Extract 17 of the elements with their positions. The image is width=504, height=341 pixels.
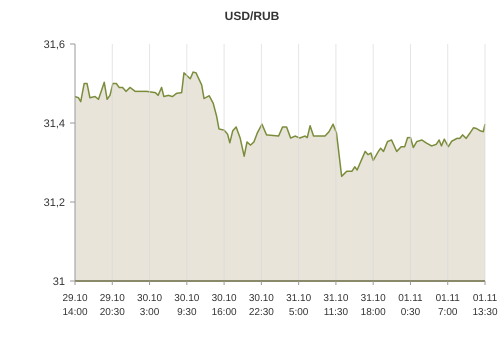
x-tick-label: 31.10 18:00 bbox=[360, 293, 386, 318]
y-tick-label: 31,6 bbox=[44, 38, 65, 51]
x-tick-label: 29.10 14:00 bbox=[62, 293, 88, 318]
x-tick-label: 01.11 0:30 bbox=[398, 293, 424, 318]
y-tick-label: 31,4 bbox=[44, 118, 65, 130]
chart-title: USD/RUB bbox=[224, 9, 280, 23]
x-tick-label: 01.11 13:30 bbox=[472, 293, 498, 318]
x-tick-label: 29.10 20:30 bbox=[100, 293, 126, 318]
x-tick-label: 31.10 5:00 bbox=[286, 293, 312, 318]
x-tick-label: 30.10 3:00 bbox=[137, 293, 162, 318]
x-tick-label: 01.11 7:00 bbox=[436, 293, 460, 318]
x-tick-label: 30.10 9:30 bbox=[174, 293, 200, 318]
x-tick-label: 30.10 16:00 bbox=[212, 293, 238, 318]
y-tick-label: 31 bbox=[52, 276, 65, 288]
x-tick-label: 30.10 22:30 bbox=[248, 293, 274, 318]
x-tick-label: 31.10 11:30 bbox=[323, 293, 349, 318]
y-tick-label: 31,2 bbox=[44, 196, 65, 209]
